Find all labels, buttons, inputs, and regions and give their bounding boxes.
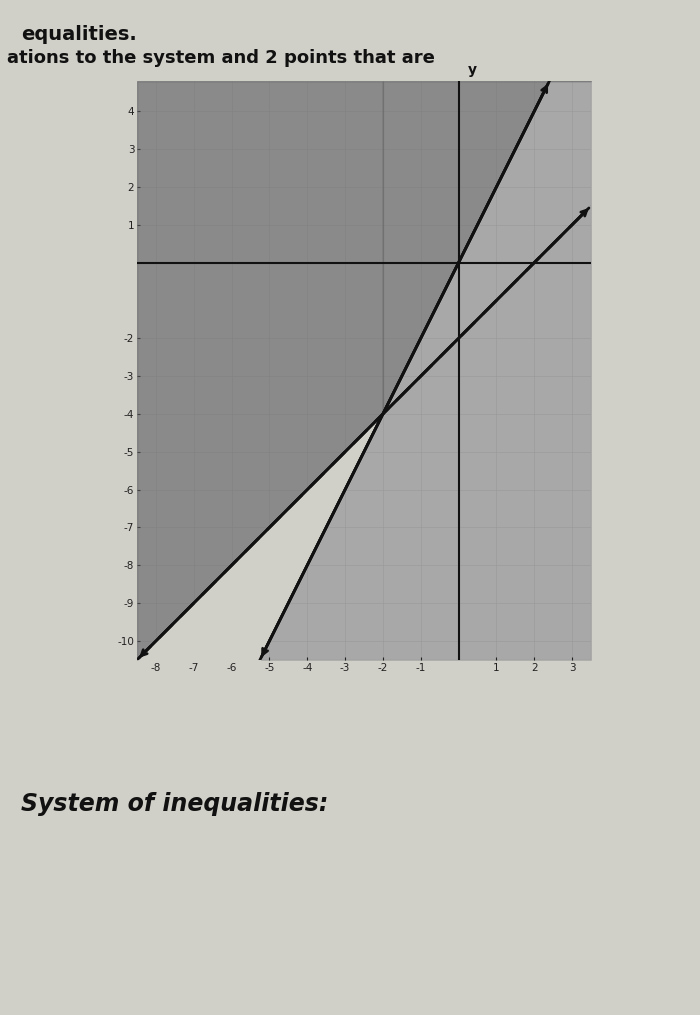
Text: equalities.: equalities.: [21, 25, 136, 45]
Text: System of inequalities:: System of inequalities:: [21, 792, 328, 816]
Text: y: y: [468, 63, 477, 77]
Text: ations to the system and 2 points that are: ations to the system and 2 points that a…: [7, 49, 435, 67]
